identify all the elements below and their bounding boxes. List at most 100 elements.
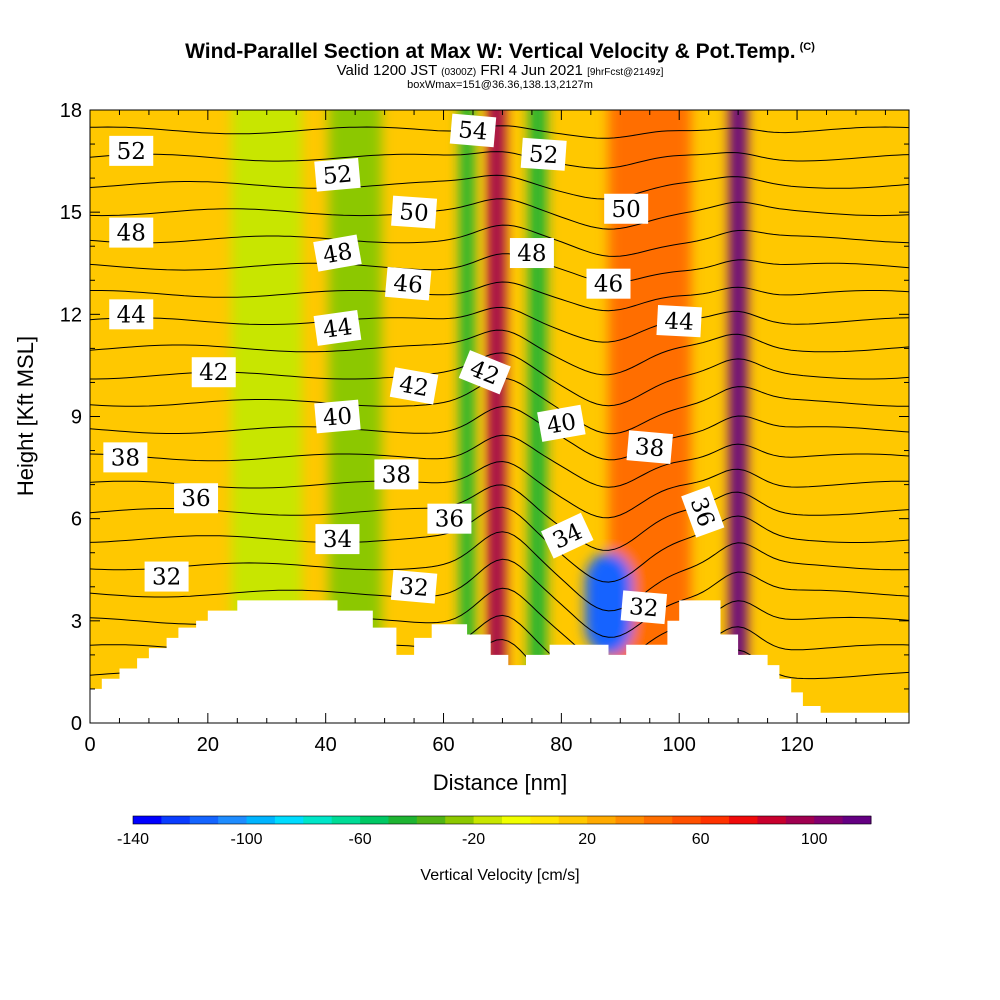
contour-label-38: 38	[626, 430, 673, 465]
colorbar-swatch	[445, 816, 475, 824]
colorbar-tick-label: 100	[801, 831, 828, 848]
contour-label-box	[540, 512, 594, 559]
contour-labels: 52 52 50 54 52 50 48 48 46 48 46 44 44 44 42 42 42 40 40 38…	[103, 113, 725, 625]
contour-label-text: 46	[594, 272, 623, 298]
colorbar-swatch	[785, 816, 815, 824]
contour-label-text: 38	[634, 434, 665, 462]
contour-label-46: 46	[384, 266, 432, 301]
contour-label-box	[449, 113, 497, 148]
contour-label-46: 46	[586, 268, 631, 299]
contour-label-text: 44	[664, 308, 695, 335]
contour-label-text: 42	[199, 360, 228, 386]
contour-label-box	[384, 266, 432, 301]
colorbar-swatch	[530, 816, 560, 824]
colorbar-swatch	[473, 816, 503, 824]
isentrope-line-7	[90, 460, 909, 519]
colorbar-swatch	[643, 816, 673, 824]
x-tick-label: 80	[550, 734, 572, 756]
isentrope-line-17	[90, 198, 909, 230]
contour-label-32: 32	[390, 569, 438, 604]
colorbar-swatch	[274, 816, 304, 824]
colorbar-swatch	[587, 816, 617, 824]
contour-label-text: 52	[117, 139, 146, 165]
contour-label-38: 38	[374, 459, 419, 490]
contour-label-text: 36	[181, 486, 210, 512]
contour-label-text: 32	[628, 594, 659, 622]
contour-label-40: 40	[537, 404, 586, 442]
contour-label-text: 40	[322, 403, 353, 431]
colorbar-swatch	[842, 816, 872, 824]
colorbar-swatch	[218, 816, 248, 824]
y-tick-label: 15	[60, 202, 82, 224]
isentrope-line-8	[90, 434, 909, 488]
y-tick-label: 0	[71, 713, 82, 735]
colorbar-swatch	[558, 816, 588, 824]
valid-utc: (0300Z)	[441, 67, 477, 78]
contour-label-box	[626, 430, 673, 465]
valid-time: Valid 1200 JST	[336, 62, 437, 79]
x-tick-label: 100	[663, 734, 696, 756]
contour-label-box	[103, 442, 148, 473]
isentrope-line-15	[90, 253, 909, 284]
contour-label-32: 32	[144, 561, 189, 592]
colorbar-tick-label: -20	[462, 831, 485, 848]
colorbar-title: Vertical Velocity [cm/s]	[420, 867, 579, 884]
colorbar-swatch	[246, 816, 276, 824]
contour-label-text: 32	[398, 574, 429, 602]
contour-label-38: 38	[103, 442, 148, 473]
contour-label-box	[458, 350, 511, 395]
x-tick-label: 60	[432, 734, 454, 756]
contour-label-text: 34	[323, 527, 352, 553]
colorbar-tick-label: 20	[578, 831, 596, 848]
contour-label-text: 54	[457, 117, 488, 145]
contour-label-box	[144, 561, 189, 592]
contour-label-text: 42	[397, 371, 430, 402]
colorbar-swatch	[331, 816, 361, 824]
isentrope-line-20	[90, 125, 909, 139]
contour-label-text: 36	[435, 507, 464, 533]
contour-label-36: 36	[427, 503, 472, 534]
contour-label-box	[109, 299, 154, 330]
contour-label-48: 48	[509, 238, 554, 269]
contour-label-42: 42	[458, 350, 511, 395]
velocity-band-2	[487, 110, 506, 723]
contour-label-48: 48	[313, 234, 362, 272]
contour-label-box	[391, 195, 438, 229]
contour-label-text: 48	[517, 241, 546, 267]
contour-label-box	[427, 503, 472, 534]
x-tick-label: 40	[315, 734, 337, 756]
title-block: Wind-Parallel Section at Max W: Vertical…	[0, 36, 1000, 91]
contour-label-box	[315, 524, 360, 555]
contour-label-box	[313, 310, 362, 346]
contour-label-52: 52	[520, 137, 567, 171]
contour-label-box	[537, 404, 586, 442]
chart-title: Wind-Parallel Section at Max W: Vertical…	[0, 36, 1000, 63]
x-tick-label: 0	[84, 734, 95, 756]
contour-label-36: 36	[174, 483, 219, 514]
colorbar-swatch	[303, 816, 333, 824]
contour-label-text: 50	[398, 199, 429, 227]
contour-label-text: 50	[612, 197, 641, 223]
y-tick-label: 9	[71, 407, 82, 429]
y-axis-title: Height [Kft MSL]	[13, 336, 38, 496]
colorbar-swatch	[388, 816, 418, 824]
colorbar-swatch	[672, 816, 702, 824]
colorbar-swatch	[700, 816, 730, 824]
contour-label-text: 48	[321, 239, 354, 270]
contour-label-box	[656, 305, 702, 338]
terrain-mask	[90, 600, 909, 723]
colorbar-swatch	[360, 816, 389, 824]
contour-label-box	[604, 193, 649, 224]
isentrope-line-18	[90, 174, 909, 200]
contour-label-box	[109, 135, 154, 166]
contour-label-box	[314, 399, 361, 434]
contour-label-text: 40	[545, 409, 578, 440]
contour-label-text: 52	[322, 161, 353, 189]
contour-label-text: 38	[111, 445, 140, 471]
colorbar-swatch	[729, 816, 758, 824]
x-axis-title: Distance [nm]	[433, 770, 568, 795]
contour-label-40: 40	[314, 399, 361, 434]
isentrope-line-6	[90, 484, 909, 551]
isentrope-line-9	[90, 405, 909, 461]
